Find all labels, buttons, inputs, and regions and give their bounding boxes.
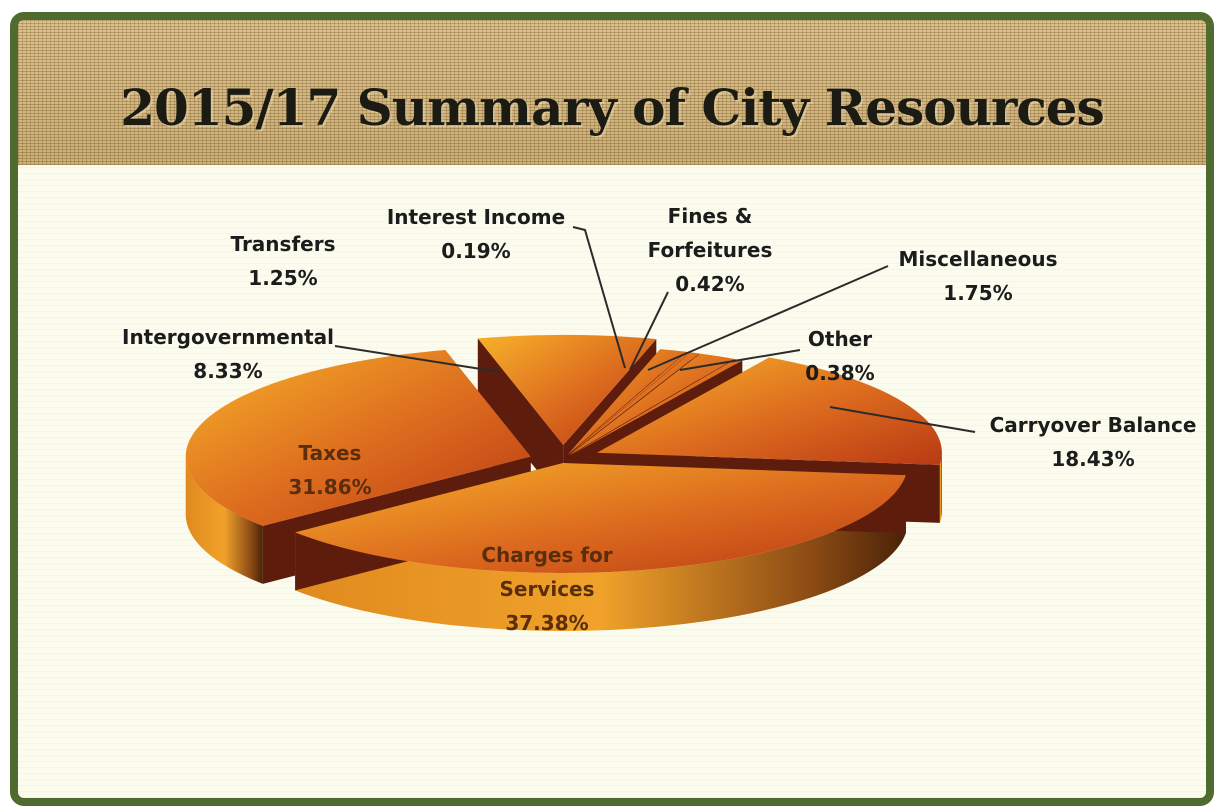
category-label-charges-for-services: Charges for (481, 543, 612, 567)
category-label-other: Other (808, 327, 872, 351)
slice-top (185, 350, 531, 526)
leader-line-miscellaneous (647, 265, 889, 371)
slice-side (295, 475, 906, 631)
category-label-carryover-balance: Carryover Balance (990, 413, 1197, 437)
leader-line-carryover-balance (829, 406, 976, 433)
category-label-fines-and-forfeitures: Forfeitures (648, 238, 773, 262)
slice-side (939, 452, 942, 523)
slice-top (569, 359, 743, 456)
slice-top (567, 351, 691, 456)
value-label-fines-and-forfeitures: 0.42% (675, 272, 744, 296)
category-label-charges-for-services: Services (499, 577, 594, 601)
slice-top (596, 357, 942, 465)
category-label-transfers: Transfers (231, 232, 336, 256)
slice-top (568, 352, 700, 456)
leader-line-intergovernmental (334, 345, 501, 373)
title-banner: 2015/17 Summary of City Resources (18, 20, 1206, 165)
leader-line-interest-income (572, 226, 626, 369)
value-label-other: 0.38% (805, 361, 874, 385)
value-label-transfers: 1.25% (248, 266, 317, 290)
chart-title: 2015/17 Summary of City Resources (120, 78, 1104, 137)
category-label-intergovernmental: Intergovernmental (122, 325, 334, 349)
leader-line-fines-and-forfeitures (629, 291, 669, 371)
slice-top (295, 463, 906, 573)
value-label-miscellaneous: 1.75% (943, 281, 1012, 305)
slice-cut-face (477, 338, 564, 504)
category-label-interest-income: Interest Income (387, 205, 565, 229)
slice-top (477, 335, 657, 446)
slice-top (569, 353, 735, 456)
category-label-fines-and-forfeitures: Fines & (668, 204, 753, 228)
slice-top (567, 349, 687, 456)
value-label-carryover-balance: 18.43% (1051, 447, 1134, 471)
slice-side (185, 456, 263, 584)
value-label-interest-income: 0.19% (441, 239, 510, 263)
category-label-taxes: Taxes (299, 441, 362, 465)
leader-line-other (679, 349, 801, 371)
slice-charges-for-services (295, 463, 906, 631)
value-label-taxes: 31.86% (288, 475, 371, 499)
value-label-intergovernmental: 8.33% (193, 359, 262, 383)
value-label-charges-for-services: 37.38% (505, 611, 588, 635)
category-label-miscellaneous: Miscellaneous (899, 247, 1058, 271)
